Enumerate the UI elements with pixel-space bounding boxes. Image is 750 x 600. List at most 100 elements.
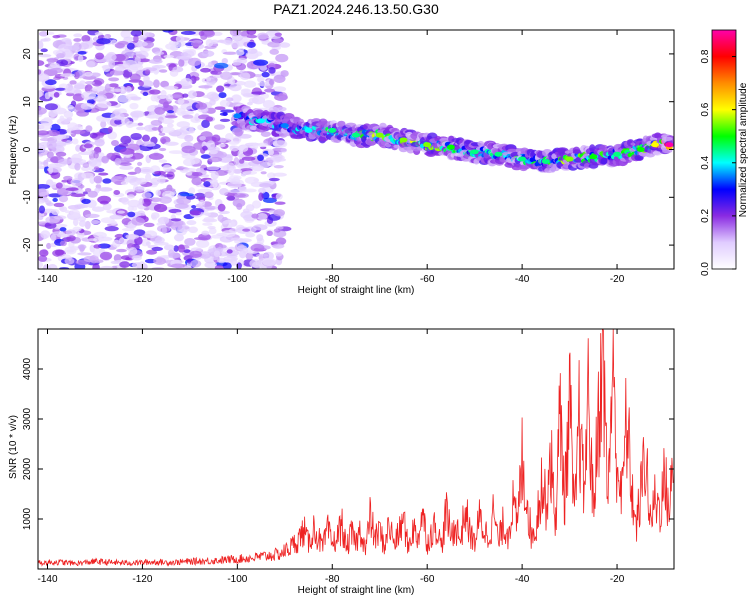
noise-blob	[72, 218, 79, 227]
noise-blob	[40, 230, 51, 239]
noise-blob	[38, 60, 45, 67]
noise-blob	[118, 162, 132, 166]
noise-blob	[54, 249, 65, 256]
noise-blob	[182, 114, 194, 119]
noise-blob	[59, 227, 67, 232]
noise-blob	[102, 64, 111, 73]
noise-blob	[99, 251, 113, 261]
noise-blob	[120, 30, 132, 39]
noise-blob	[42, 266, 52, 269]
noise-blob	[273, 228, 281, 233]
noise-blob	[252, 224, 268, 231]
noise-blob	[105, 53, 117, 61]
noise-blob	[104, 83, 111, 92]
noise-blob	[257, 81, 271, 87]
noise-blob	[83, 255, 96, 263]
noise-blob	[137, 122, 144, 126]
noise-blob	[252, 142, 259, 150]
noise-blob	[125, 85, 132, 93]
noise-blob	[134, 166, 142, 174]
noise-blob	[150, 177, 161, 186]
noise-blob	[177, 244, 185, 253]
noise-blob	[262, 257, 276, 267]
signal-peak	[518, 156, 527, 162]
noise-blob	[161, 118, 175, 125]
noise-blob	[133, 229, 146, 237]
noise-blob	[38, 212, 45, 217]
noise-blob	[158, 132, 166, 136]
colorbar-tick-label: 0.6	[700, 102, 711, 116]
noise-blob	[257, 154, 264, 162]
signal-peak	[651, 142, 660, 148]
noise-blob	[201, 119, 210, 129]
spectrogram-y-tick-label: -20	[22, 237, 33, 252]
noise-blob	[235, 49, 245, 56]
noise-blob	[259, 183, 272, 188]
noise-blob	[180, 110, 195, 115]
noise-blob	[249, 259, 262, 268]
noise-blob	[64, 257, 75, 265]
noise-blob	[213, 70, 222, 75]
noise-blob	[238, 159, 245, 164]
noise-blob	[53, 202, 65, 208]
noise-blob	[87, 190, 98, 198]
noise-blob	[228, 167, 235, 176]
noise-blob	[194, 113, 200, 122]
noise-blob	[204, 261, 217, 269]
noise-blob	[131, 262, 142, 268]
noise-blob	[198, 251, 212, 259]
signal-halo	[589, 144, 596, 152]
noise-blob	[225, 133, 234, 141]
noise-blob	[142, 134, 150, 142]
noise-blob	[117, 210, 126, 214]
noise-blob	[278, 92, 288, 101]
noise-blob	[222, 262, 232, 269]
noise-blob	[75, 144, 82, 152]
noise-blob	[187, 57, 202, 67]
noise-blob	[122, 59, 138, 69]
noise-blob	[219, 137, 227, 143]
noise-blob	[77, 204, 86, 209]
noise-blob	[83, 150, 92, 156]
noise-blob	[142, 91, 149, 96]
signal-peak	[399, 137, 408, 143]
noise-blob	[119, 165, 134, 170]
noise-blob	[70, 193, 86, 198]
noise-blob	[151, 64, 167, 69]
noise-blob	[159, 69, 168, 73]
noise-blob	[162, 164, 172, 172]
noise-blob	[162, 105, 174, 112]
snr-x-axis: -140 -120 -100 -80 -60 -40 -20	[37, 329, 625, 585]
noise-blob	[38, 54, 52, 58]
noise-blob	[180, 103, 194, 110]
noise-blob	[94, 31, 103, 36]
noise-blob	[46, 242, 52, 250]
noise-blob	[245, 232, 256, 238]
noise-blob	[248, 97, 259, 104]
noise-blob	[243, 188, 257, 193]
signal-peak	[470, 149, 479, 155]
signal-peak	[375, 132, 384, 138]
snr-y-axis: 1000 2000 3000 4000	[22, 357, 674, 530]
snr-y-tick-label: 2000	[22, 457, 33, 480]
noise-blob	[219, 118, 231, 123]
noise-blob	[228, 140, 240, 145]
noise-blob	[38, 205, 46, 214]
noise-blob	[180, 30, 196, 36]
noise-blob	[232, 168, 243, 174]
noise-blob	[234, 128, 243, 137]
noise-blob	[207, 225, 216, 230]
noise-blob	[272, 155, 282, 163]
noise-blob	[250, 91, 266, 95]
noise-blob	[84, 71, 93, 77]
noise-blob	[280, 147, 287, 153]
noise-blob	[85, 125, 93, 132]
noise-blob	[38, 188, 49, 197]
noise-blob	[226, 249, 233, 254]
noise-blob	[127, 194, 135, 199]
noise-blob	[149, 197, 162, 203]
noise-blob	[70, 209, 81, 217]
noise-blob	[163, 244, 175, 251]
noise-blob	[181, 145, 196, 154]
noise-blob	[42, 85, 56, 89]
